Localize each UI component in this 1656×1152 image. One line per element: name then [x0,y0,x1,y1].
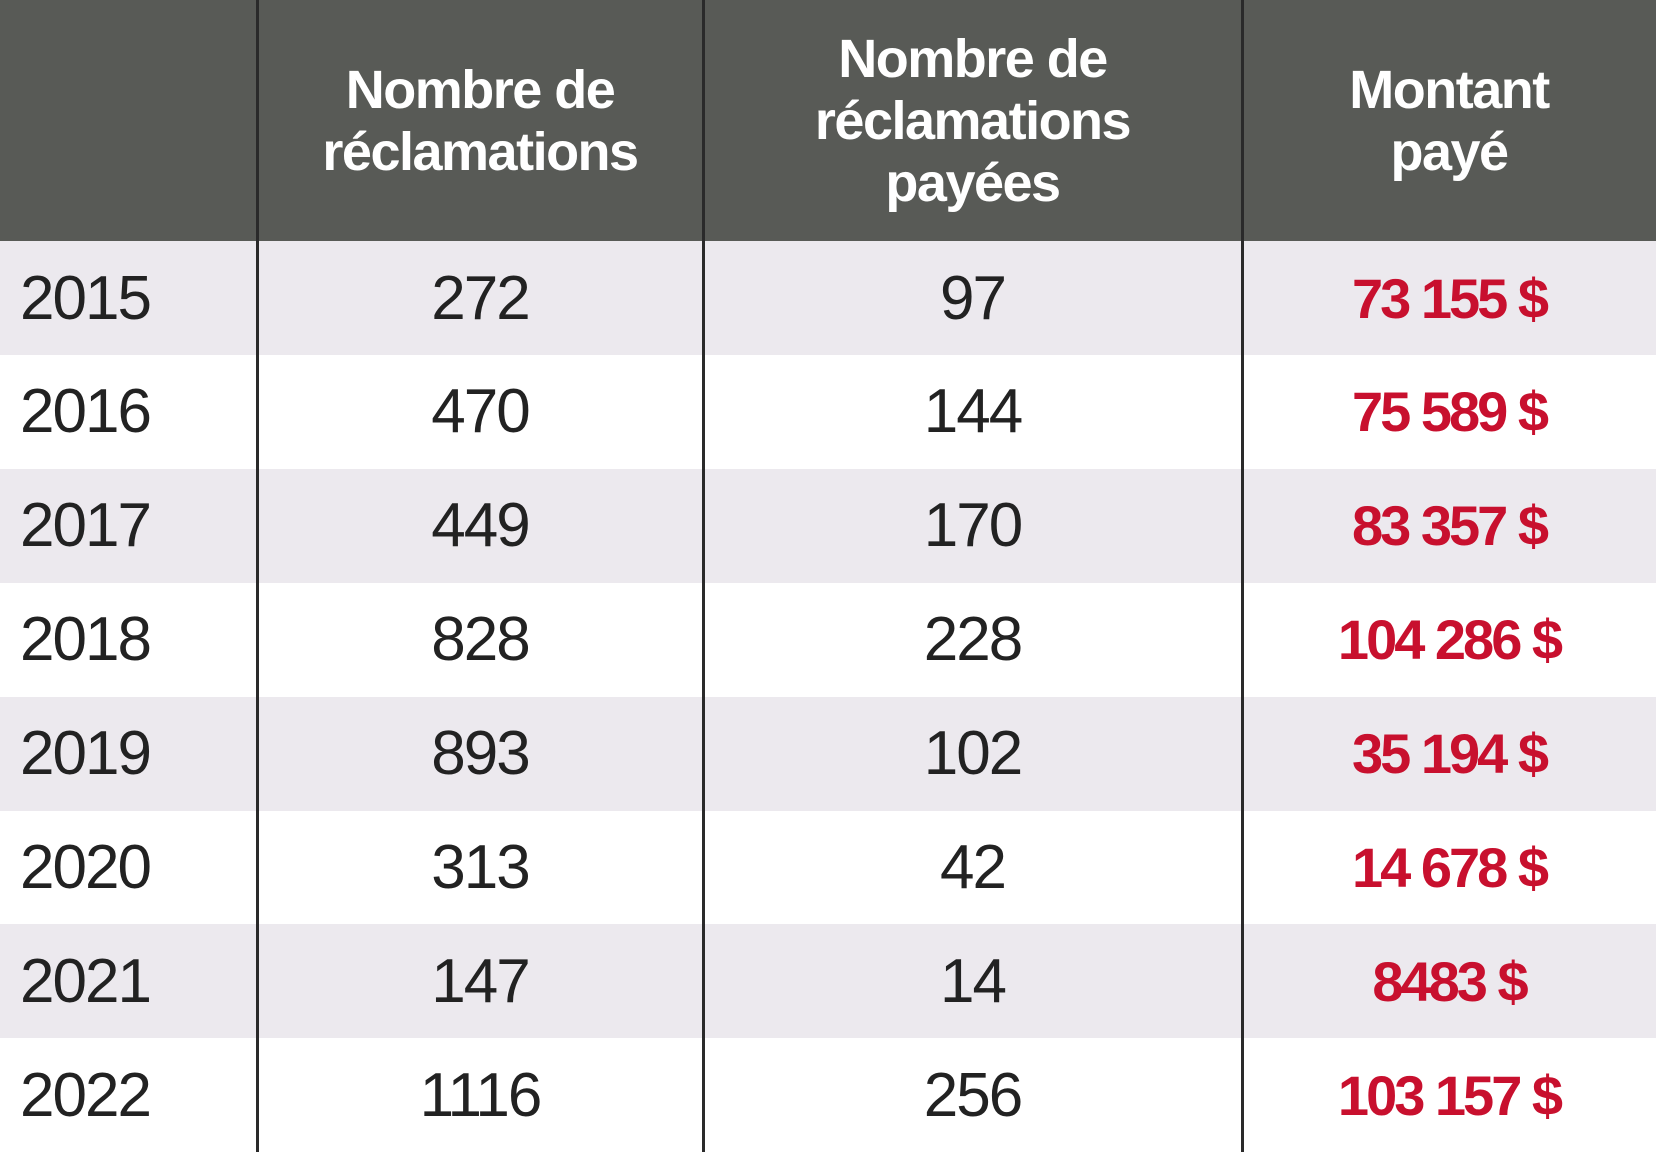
year-cell: 2017 [20,491,152,561]
table-row: 2020 313 42 14 678 $ [0,811,1656,925]
table-row: 2015 272 97 73 155 $ [0,241,1656,355]
paid-claims-cell: 256 [923,1060,1023,1130]
paid-claims-cell: 14 [940,946,1007,1016]
year-cell: 2018 [20,605,152,675]
paid-claims-cell: 170 [923,491,1023,561]
year-cell: 2019 [20,719,152,789]
amount-paid-cell: 75 589 $ [1352,380,1549,444]
table-row: 2021 147 14 8483 $ [0,924,1656,1039]
header-amount-paid: Montant payé [1349,59,1550,182]
claims-cell: 1116 [419,1060,543,1130]
claims-cell: 272 [431,263,530,333]
amount-paid-cell: 35 194 $ [1352,722,1549,786]
table-row: 2017 449 170 83 357 $ [0,468,1656,583]
claims-cell: 449 [431,491,530,561]
paid-claims-cell: 102 [923,719,1023,789]
header-year [0,0,257,241]
header-paid-claims: Nombre de réclamations payées [814,28,1132,213]
table-row: 2016 470 144 75 589 $ [0,355,1656,469]
paid-claims-cell: 42 [940,833,1007,902]
table-row: 2018 828 228 104 286 $ [0,583,1656,697]
year-cell: 2015 [20,263,152,333]
claims-cell: 470 [431,377,530,447]
paid-claims-cell: 144 [923,377,1023,447]
paid-claims-cell: 228 [923,605,1023,675]
column-divider [1241,0,1244,1152]
column-divider [256,0,259,1152]
amount-paid-cell: 73 155 $ [1352,266,1549,330]
table-row: 2019 893 102 35 194 $ [0,696,1656,811]
amount-paid-cell: 8483 $ [1372,949,1528,1013]
year-cell: 2022 [20,1060,152,1130]
year-cell: 2016 [20,377,152,447]
claims-cell: 313 [431,833,530,902]
amount-paid-cell: 83 357 $ [1352,494,1549,558]
year-cell: 2021 [20,946,152,1016]
claims-cell: 828 [431,605,530,675]
amount-paid-cell: 14 678 $ [1352,836,1549,899]
claims-cell: 893 [431,719,530,789]
amount-paid-cell: 104 286 $ [1337,608,1563,672]
table-header: Nombre de réclamations Nombre de réclama… [0,0,1656,241]
table-row: 2022 1116 256 103 157 $ [0,1038,1656,1152]
year-cell: 2020 [20,833,152,902]
amount-paid-cell: 103 157 $ [1337,1063,1563,1127]
claims-cell: 147 [431,946,530,1016]
column-divider [702,0,705,1152]
paid-claims-cell: 97 [940,263,1007,333]
header-claims: Nombre de réclamations [322,59,639,182]
